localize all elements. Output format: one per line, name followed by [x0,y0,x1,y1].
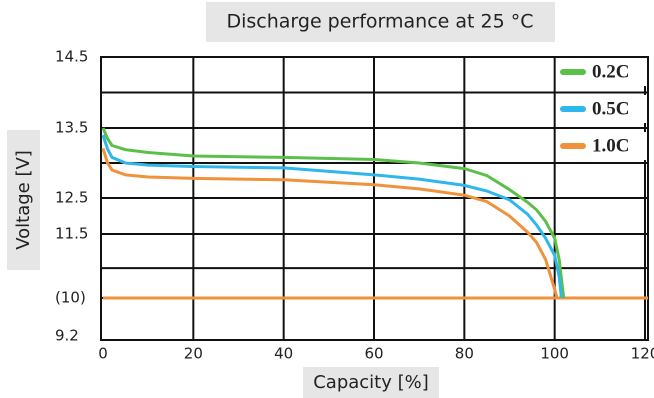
plot-frame [100,56,649,341]
x-tick-label: 80 [455,345,474,363]
y-tick-label: (10) [55,289,86,307]
x-axis-label: Capacity [%] [313,372,429,393]
line-series [101,147,559,299]
x-tick-label: 100 [540,345,569,363]
y-label-box [7,130,40,270]
x-tick-label: 40 [274,345,293,363]
x-tick-label: 60 [364,345,383,363]
legend-label: 1.0C [592,135,629,156]
x-tick-label: 0 [98,345,108,363]
y-tick-label: 11.5 [55,225,88,243]
x-tick-label: 20 [184,345,203,363]
legend-label: 0.5C [592,98,629,119]
x-tick-label: 120 [631,345,654,363]
y-tick-label: 9.2 [55,327,79,345]
line-series [101,127,566,299]
chart-title: Discharge performance at 25 °C [226,11,533,33]
title-box [206,2,555,42]
x-label-box [303,367,439,398]
line-series [101,134,563,299]
y-axis-label: Voltage [V] [13,150,34,250]
legend-label: 0.2C [592,61,629,82]
y-tick-label: 13.5 [55,119,88,137]
y-tick-label: 14.5 [55,48,88,66]
y-tick-label: 12.5 [55,189,88,207]
